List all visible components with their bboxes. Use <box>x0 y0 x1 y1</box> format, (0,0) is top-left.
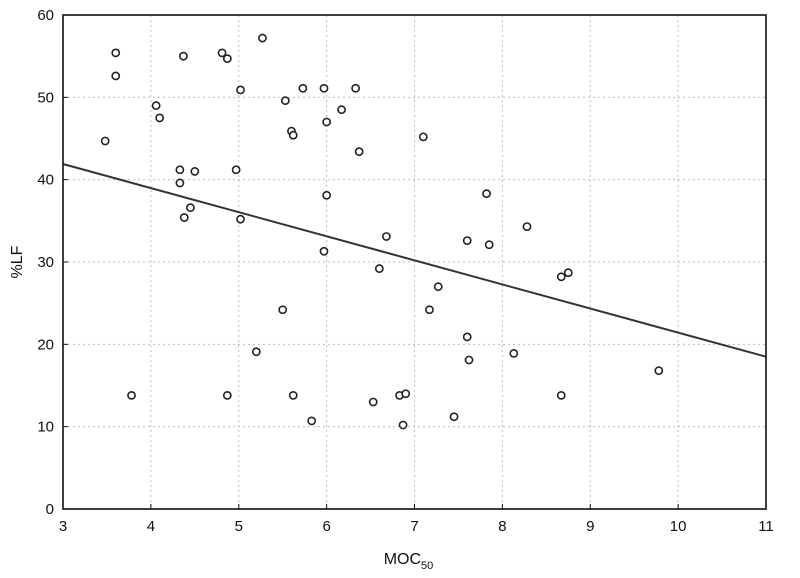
data-point <box>236 214 245 224</box>
data-point <box>100 136 110 146</box>
data-point <box>175 178 185 188</box>
x-tick-label: 5 <box>235 518 243 535</box>
data-point <box>563 268 573 278</box>
y-tick-label: 60 <box>37 7 54 24</box>
x-tick-label: 3 <box>59 518 67 535</box>
data-point <box>111 71 121 81</box>
y-tick-label: 30 <box>37 254 54 271</box>
data-point <box>175 165 185 175</box>
data-point <box>398 420 408 430</box>
x-tick-labels: 3 4 5 6 7 8 9 10 11 <box>59 518 774 535</box>
y-tick-label: 40 <box>37 172 54 189</box>
x-tick-label: 11 <box>758 518 774 535</box>
data-points <box>100 33 664 430</box>
data-point <box>522 222 532 231</box>
data-point <box>449 412 459 422</box>
data-point <box>556 390 566 400</box>
data-point <box>178 51 188 61</box>
plot-frame <box>62 14 767 510</box>
data-point <box>322 190 332 200</box>
x-tick-label: 9 <box>586 518 594 535</box>
data-point <box>155 113 165 123</box>
data-point <box>425 305 434 315</box>
y-tick-label: 50 <box>37 89 54 106</box>
data-point <box>231 165 241 175</box>
data-point <box>217 48 227 58</box>
data-point <box>280 96 290 106</box>
data-point <box>464 355 474 365</box>
data-point <box>368 397 378 407</box>
data-point <box>179 213 189 222</box>
x-tick-label: 8 <box>498 518 506 535</box>
data-point <box>278 305 288 315</box>
y-tick-labels: 0 10 20 30 40 50 60 <box>37 7 54 518</box>
data-point <box>433 282 443 292</box>
trendline <box>62 163 767 358</box>
y-tick-label: 10 <box>37 419 54 436</box>
data-point <box>381 232 391 241</box>
data-point <box>111 48 121 58</box>
x-tick-label: 7 <box>410 518 418 535</box>
x-axis-label: MOC50 <box>384 551 434 572</box>
data-point <box>307 416 317 426</box>
data-point <box>319 83 329 93</box>
data-point <box>190 167 200 176</box>
data-point <box>484 240 494 250</box>
data-point <box>462 236 472 245</box>
x-tick-label: 6 <box>322 518 330 535</box>
data-point <box>251 347 261 357</box>
data-point <box>127 390 136 400</box>
data-point <box>401 389 411 399</box>
x-tick-label: 10 <box>670 518 687 535</box>
data-point <box>337 105 346 115</box>
data-point <box>354 147 364 157</box>
data-point <box>298 83 308 93</box>
data-point <box>288 130 298 140</box>
data-point <box>222 390 232 400</box>
data-point <box>418 132 428 142</box>
data-point <box>322 117 332 127</box>
data-point <box>374 264 384 273</box>
data-point <box>151 101 161 110</box>
data-point <box>236 85 245 95</box>
data-point <box>654 366 664 376</box>
data-point <box>186 203 195 213</box>
data-point <box>288 390 298 400</box>
data-point <box>556 272 566 282</box>
data-point <box>222 54 232 64</box>
grid-lines <box>62 14 767 510</box>
y-tick-label: 20 <box>37 336 54 353</box>
trendline-group <box>62 163 767 358</box>
data-point <box>509 348 519 358</box>
x-tick-label: 4 <box>147 518 155 535</box>
data-point <box>258 33 267 43</box>
y-tick-label: 0 <box>46 501 54 518</box>
data-point <box>351 83 361 93</box>
data-point <box>482 189 491 199</box>
y-axis-label: %LF <box>9 245 26 278</box>
data-point <box>319 246 329 256</box>
data-point <box>462 332 472 342</box>
